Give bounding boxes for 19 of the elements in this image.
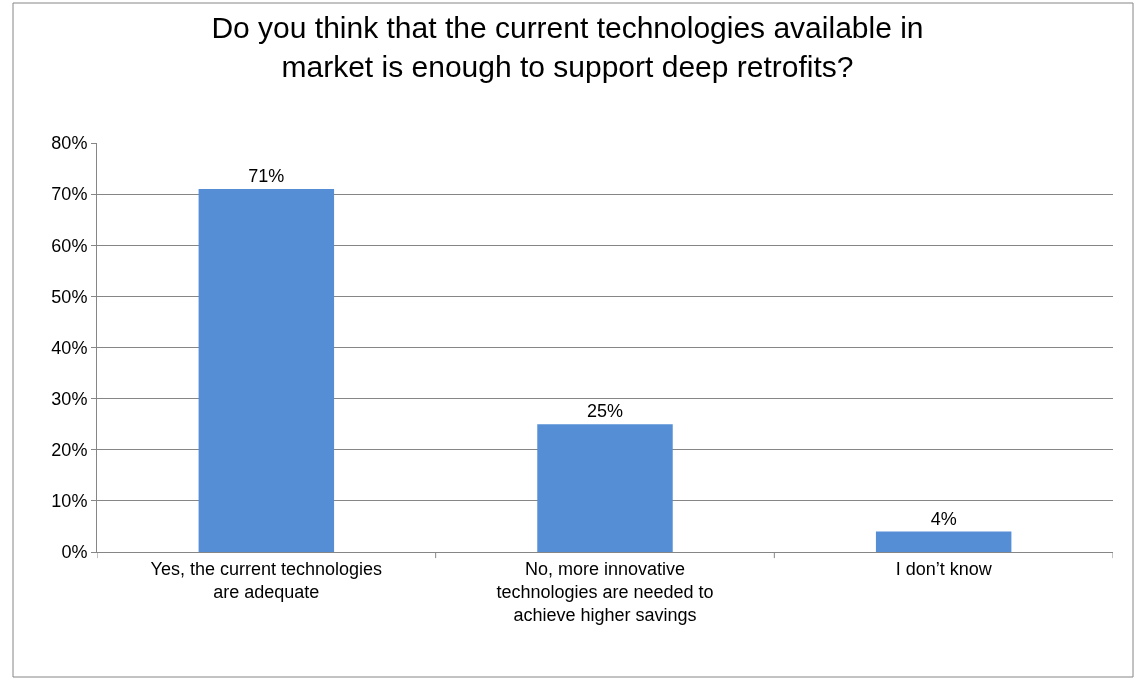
bar	[875, 531, 1012, 552]
x-tick-label: No, more innovative technologies are needed to achieve higher savings	[496, 558, 714, 626]
x-tick-label: I don’t know	[895, 558, 993, 579]
y-tick-label: 10%	[51, 491, 88, 512]
data-label: 4%	[930, 508, 957, 529]
y-tick-label: 20%	[51, 440, 88, 461]
y-tick-label: 80%	[51, 133, 88, 154]
x-tick-label: Yes, the current technologies are adequate	[150, 558, 383, 602]
chart-title: Do you think that the current technologies available in market is enough to support deep retrofits?	[211, 10, 924, 83]
y-tick-label: 30%	[51, 388, 88, 409]
data-label: 71%	[248, 166, 285, 187]
y-tick-label: 0%	[61, 542, 88, 563]
y-tick-label: 50%	[51, 286, 88, 307]
y-tick-label: 60%	[51, 235, 88, 256]
y-tick-label: 70%	[51, 184, 88, 205]
bar	[198, 189, 335, 552]
bar	[537, 424, 673, 552]
y-tick-label: 40%	[51, 337, 88, 358]
data-label: 25%	[586, 401, 624, 422]
